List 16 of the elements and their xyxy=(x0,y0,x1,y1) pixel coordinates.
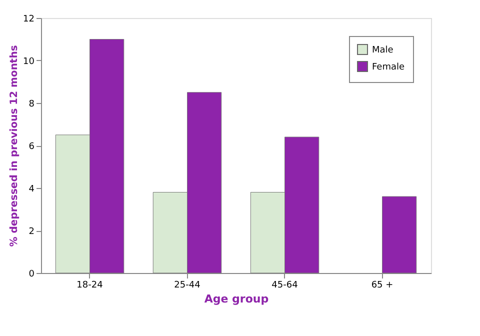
y-tick-label: 4 xyxy=(28,184,35,194)
x-tick-label: 18-24 xyxy=(76,280,104,290)
x-tick-label: 25-44 xyxy=(174,280,201,290)
bar xyxy=(382,196,417,274)
x-axis-title: Age group xyxy=(204,292,269,306)
y-tick-label: 8 xyxy=(28,100,35,110)
y-tick-label: 6 xyxy=(28,142,35,152)
y-tick-label: 2 xyxy=(28,227,34,237)
legend-label: Male xyxy=(372,46,394,56)
legend-label: Female xyxy=(372,62,406,72)
y-axis-title: % depressed in previous 12 months xyxy=(9,45,20,247)
y-tick-label: 12 xyxy=(23,14,34,24)
x-tick-label: 65 + xyxy=(371,280,394,290)
y-tick-label: 10 xyxy=(23,57,35,67)
y-tick-label: 0 xyxy=(28,270,35,280)
x-tick-label: 45-64 xyxy=(272,280,298,290)
